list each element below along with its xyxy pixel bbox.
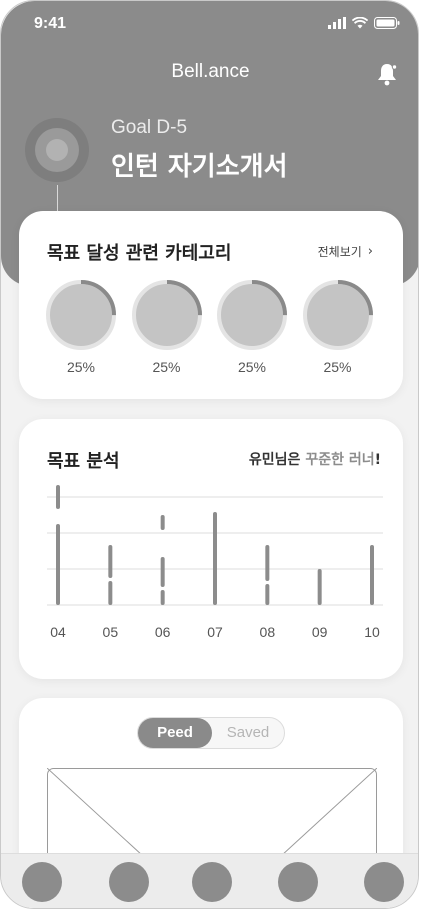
analysis-note-highlight: 꾸준한 러너 — [305, 452, 375, 468]
category-card: 목표 달성 관련 카테고리 전체보기 › 25% 25% 25% 25% — [19, 211, 403, 399]
bar-segment-05 — [108, 581, 113, 605]
bottom-tab-bar — [1, 853, 418, 908]
tab-1[interactable] — [22, 862, 62, 902]
ring-percent-label: 25% — [152, 359, 181, 375]
progress-ring — [302, 280, 373, 350]
timeline-connector — [57, 185, 58, 215]
analysis-card-title: 목표 분석 — [47, 451, 120, 472]
x-tick-label: 06 — [155, 624, 171, 640]
category-ring[interactable]: 25% — [302, 279, 374, 379]
bar-segment-05 — [108, 545, 113, 578]
tab-5[interactable] — [364, 862, 404, 902]
bar-segment-06 — [160, 515, 165, 530]
status-icons — [328, 15, 400, 31]
x-tick-label: 05 — [103, 624, 119, 640]
category-ring[interactable]: 25% — [216, 279, 288, 379]
ring-progress-arc — [302, 280, 373, 350]
analysis-card: 목표 분석 유민님은 꾸준한 러너! 04 05 06 07 08 09 10 — [19, 419, 403, 679]
ring-percent-label: 25% — [237, 359, 267, 375]
bar-segment-10 — [370, 545, 374, 605]
feed-toggle: Peed Saved — [137, 717, 285, 749]
ring-progress-arc — [46, 280, 116, 350]
x-tick-label: 04 — [50, 624, 66, 640]
progress-ring — [217, 280, 287, 350]
wifi-icon — [352, 17, 368, 29]
tab-4[interactable] — [278, 862, 318, 902]
bar-segment-07 — [213, 512, 217, 605]
bar-segment-04 — [56, 524, 60, 605]
progress-ring — [46, 280, 116, 350]
analysis-note-suffix: ! — [374, 452, 381, 468]
ring-progress-arc — [217, 280, 287, 350]
analysis-bar-chart: 04 05 06 07 08 09 10 — [47, 485, 383, 640]
bar-segment-06 — [160, 557, 165, 587]
category-ring[interactable]: 25% — [131, 279, 203, 379]
battery-icon — [374, 17, 400, 29]
goal-dday: Goal D-5 — [111, 117, 188, 138]
x-tick-label: 09 — [312, 624, 328, 640]
tab-peed[interactable]: Peed — [138, 718, 212, 748]
tab-3[interactable] — [192, 862, 232, 902]
x-tick-label: 10 — [364, 624, 380, 640]
status-bar: 9:41 — [1, 1, 418, 45]
bell-icon[interactable] — [374, 61, 400, 87]
bar-segment-04 — [56, 485, 60, 509]
ring-progress-arc — [131, 280, 202, 350]
category-rings: 25% 25% 25% 25% — [45, 279, 385, 389]
x-tick-label: 07 — [207, 624, 223, 640]
brand-logo: Bell.ance — [171, 61, 250, 82]
status-time: 9:41 — [34, 15, 67, 32]
category-card-title: 목표 달성 관련 카테고리 — [47, 243, 232, 264]
goal-title: 인턴 자기소개서 — [111, 152, 288, 182]
see-all-link[interactable]: 전체보기 › — [318, 243, 373, 260]
bar-segment-08 — [265, 545, 270, 581]
goal-avatar[interactable] — [25, 118, 89, 182]
category-ring[interactable]: 25% — [45, 279, 117, 379]
progress-ring — [131, 280, 202, 350]
signal-icon — [328, 17, 346, 29]
bar-segment-06 — [160, 590, 165, 605]
bar-segment-09 — [317, 569, 322, 605]
see-all-label: 전체보기 — [317, 245, 362, 259]
analysis-note: 유민님은 꾸준한 러너! — [249, 449, 381, 469]
tab-2[interactable] — [109, 862, 149, 902]
ring-percent-label: 25% — [323, 359, 352, 375]
ring-percent-label: 25% — [66, 359, 96, 375]
x-tick-label: 08 — [260, 624, 276, 640]
chevron-right-icon: › — [367, 244, 373, 259]
analysis-note-prefix: 유민님은 — [248, 452, 306, 468]
tab-saved[interactable]: Saved — [226, 724, 270, 741]
bar-segment-08 — [265, 584, 270, 605]
